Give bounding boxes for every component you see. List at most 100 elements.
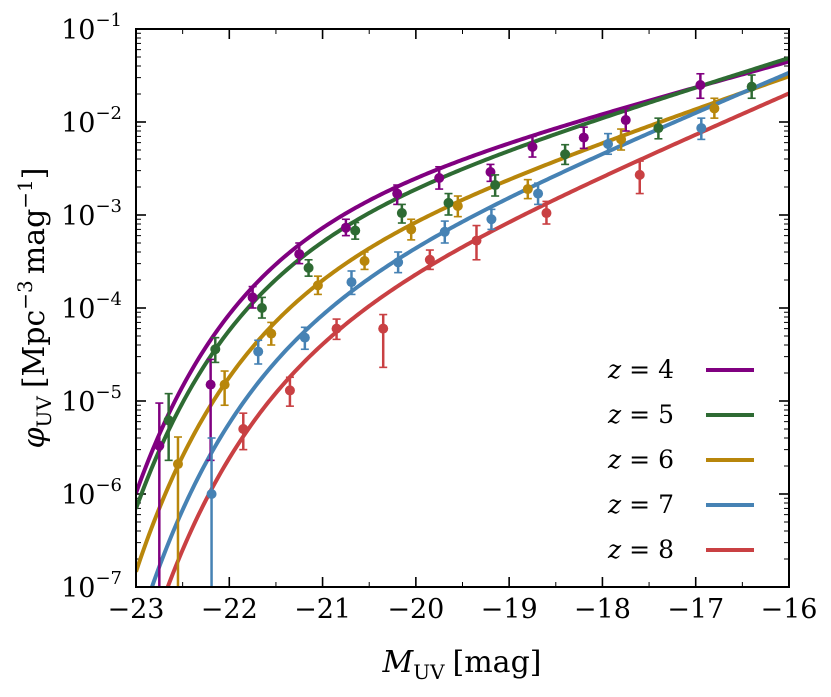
legend-label: z = 8 [607, 535, 674, 564]
point-marker [616, 134, 627, 145]
data-point [434, 165, 445, 190]
point-marker [533, 188, 544, 199]
point-marker [359, 256, 370, 267]
y-tick-label: 10−1 [61, 10, 122, 46]
schechter-curve [136, 59, 789, 494]
y-axis-label: φUV[Mpc−3mag−1] [13, 168, 56, 449]
legend: z = 4 z = 5 z = 6 z = 7 z = 8 [607, 355, 754, 564]
x-tick-label: −21 [294, 594, 351, 625]
data-point [522, 178, 533, 200]
point-marker [424, 254, 435, 265]
point-marker [266, 328, 277, 339]
point-marker [560, 149, 571, 160]
data-point [533, 182, 544, 206]
data-point [541, 200, 552, 225]
data-point [620, 107, 631, 132]
data-point [284, 376, 295, 407]
data-point [695, 72, 706, 100]
point-marker [452, 200, 463, 211]
data-point [331, 318, 342, 341]
data-point [527, 135, 538, 158]
point-marker [696, 123, 707, 134]
point-marker [620, 115, 631, 126]
x-tick-label: −23 [108, 594, 165, 625]
point-marker [331, 323, 342, 334]
data-point [709, 97, 720, 119]
legend-label: z = 7 [607, 490, 674, 519]
data-point [603, 132, 614, 156]
point-marker [392, 188, 403, 199]
legend-label: z = 6 [607, 445, 674, 474]
point-marker [163, 415, 174, 426]
point-marker [434, 172, 445, 183]
y-tick-label: 10−5 [61, 382, 122, 418]
point-marker [350, 225, 361, 236]
data-point [486, 208, 497, 231]
point-marker [443, 197, 454, 208]
point-marker [219, 379, 230, 390]
data-point [696, 117, 707, 141]
point-marker [490, 180, 501, 191]
data-point [471, 224, 482, 261]
data-point [163, 392, 174, 462]
point-marker [709, 103, 720, 114]
data-point [294, 242, 305, 265]
legend-item: z = 4 [607, 355, 754, 384]
point-marker [378, 323, 389, 334]
data-point [219, 370, 230, 407]
point-marker [303, 262, 314, 273]
point-marker [247, 292, 258, 303]
x-tick-label: −16 [761, 594, 818, 625]
data-point [378, 313, 389, 369]
point-marker [695, 79, 706, 90]
data-point [350, 221, 361, 240]
y-tick-label: 10−7 [61, 568, 122, 604]
point-marker [393, 257, 404, 268]
point-marker [205, 379, 216, 390]
legend-label: z = 4 [607, 355, 674, 384]
x-tick-label: −18 [574, 594, 631, 625]
data-point [266, 321, 277, 346]
point-marker [238, 423, 249, 434]
x-tick-label: −19 [481, 594, 538, 625]
data-point [154, 402, 165, 587]
data-point [312, 275, 323, 296]
point-marker [522, 184, 533, 195]
data-point [238, 412, 249, 451]
point-marker [253, 346, 264, 357]
schechter-curves [136, 56, 789, 587]
y-tick-label: 10−2 [61, 103, 122, 139]
point-marker [471, 235, 482, 246]
legend-item: z = 7 [607, 490, 754, 519]
data-point [392, 184, 403, 206]
point-marker [439, 226, 450, 237]
y-tick-label: 10−4 [61, 289, 122, 325]
y-tick-label: 10−6 [61, 475, 122, 511]
point-marker [340, 222, 351, 233]
data-point [443, 192, 454, 216]
point-marker [578, 132, 589, 143]
data-point [253, 339, 264, 365]
data-point [634, 160, 645, 195]
data-point [359, 251, 370, 271]
data-point [172, 436, 183, 587]
data-point [746, 74, 757, 100]
x-axis-label: MUV [mag] [382, 645, 542, 684]
x-tick-label: −17 [667, 594, 724, 625]
data-point [206, 437, 217, 587]
data-point [439, 220, 450, 244]
data-point [406, 218, 417, 241]
data-point [210, 336, 221, 364]
data-point [247, 285, 258, 309]
schechter-curve [165, 91, 789, 587]
point-marker [541, 208, 552, 219]
point-marker [634, 169, 645, 180]
point-marker [206, 489, 217, 499]
x-tick-label: −22 [201, 594, 258, 625]
data-point [346, 270, 357, 296]
point-marker [406, 224, 417, 235]
data-point [303, 258, 314, 277]
point-marker [284, 385, 295, 396]
point-marker [312, 280, 323, 291]
